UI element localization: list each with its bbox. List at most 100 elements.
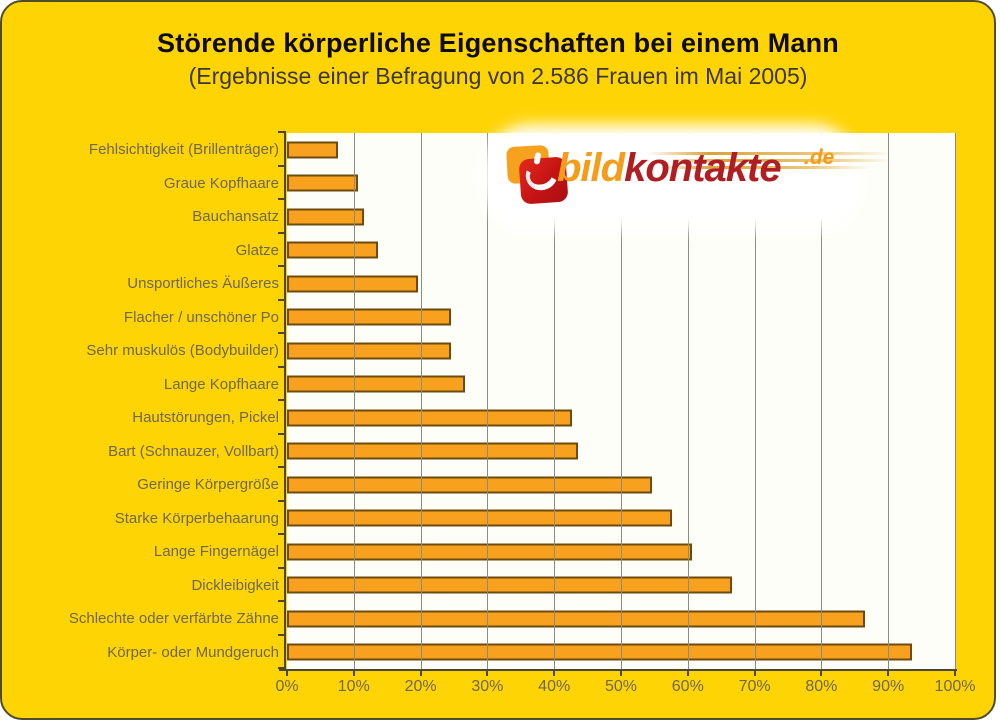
category-labels: Fehlsichtigkeit (Brillenträger) Graue Kop… xyxy=(8,133,279,669)
y-axis-line xyxy=(284,131,286,671)
y-axis-tick xyxy=(278,466,285,468)
bar-rows xyxy=(287,133,955,669)
gridline xyxy=(353,133,355,669)
bar-row xyxy=(287,435,955,469)
gridline xyxy=(487,133,489,669)
bar xyxy=(287,141,338,159)
bar-row xyxy=(287,334,955,368)
category-label: Graue Kopfhaare xyxy=(163,174,279,192)
bar xyxy=(287,476,652,494)
x-tick-label: 40% xyxy=(538,678,571,695)
x-axis-tick xyxy=(887,669,890,676)
gridline xyxy=(754,133,756,669)
logo-word-bild: bild xyxy=(557,146,625,190)
y-axis-tick xyxy=(278,566,285,569)
bar-row xyxy=(287,468,955,502)
gridline xyxy=(554,133,556,669)
category-label: Unsportliches Äußeres xyxy=(127,275,279,293)
x-tick-label: 80% xyxy=(805,678,838,695)
bar-row xyxy=(287,602,955,636)
category-label: Lange Kopfhaare xyxy=(163,375,279,393)
x-axis-tick xyxy=(686,669,689,676)
page-subtitle: (Ergebnisse einer Befragung von 2.586 Fr… xyxy=(188,63,808,89)
category-label: Bart (Schnauzer, Vollbart) xyxy=(108,442,279,460)
bar xyxy=(287,509,672,527)
x-tick-label: 90% xyxy=(872,678,905,695)
bar xyxy=(287,576,732,594)
y-axis-tick xyxy=(278,231,285,234)
y-axis-tick xyxy=(278,667,285,669)
y-axis-tick xyxy=(278,198,285,200)
category-label: Flacher / unschöner Po xyxy=(123,308,279,326)
gridline xyxy=(687,133,689,669)
bar-row xyxy=(287,167,955,201)
category-label: Schlechte oder verfärbte Zähne xyxy=(68,610,279,628)
smile-arc-icon xyxy=(521,155,563,196)
speed-line-icon xyxy=(657,166,872,169)
x-tick-label: 50% xyxy=(604,678,638,695)
category-label: Hautstörungen, Pickel xyxy=(132,409,279,427)
category-label: Sehr muskulös (Bodybuilder) xyxy=(86,342,279,360)
category-label: Starke Körperbehaarung xyxy=(114,509,279,527)
logo-word-kontakte: kontakte xyxy=(624,146,781,190)
x-axis-tick xyxy=(352,669,355,676)
gridline xyxy=(621,133,622,669)
y-axis-tick xyxy=(278,633,285,636)
category-label: Geringe Körpergröße xyxy=(137,476,279,494)
category-label: Fehlsichtigkeit (Brillenträger) xyxy=(88,141,279,159)
x-tick-label: 10% xyxy=(337,678,370,695)
bar xyxy=(287,241,378,259)
x-axis-tick xyxy=(820,669,823,676)
logo-wordmark: bildkontakte xyxy=(557,146,782,191)
y-axis-tick xyxy=(278,164,285,167)
x-axis-tick xyxy=(954,669,956,676)
bar xyxy=(287,208,365,226)
bar-row xyxy=(287,368,955,402)
page-title: Störende körperliche Eigenschaften bei e… xyxy=(157,28,839,58)
bar xyxy=(287,442,579,460)
logo: bildkontakte .de xyxy=(491,134,892,220)
speed-line-icon xyxy=(667,159,892,162)
bar xyxy=(287,342,452,360)
category-label: Bauchansatz xyxy=(192,208,279,226)
plot-area xyxy=(287,133,956,669)
x-axis-tick xyxy=(553,669,556,676)
y-axis-tick xyxy=(278,332,285,334)
bar xyxy=(287,174,358,192)
bar-row xyxy=(287,234,955,268)
x-tick-label: 60% xyxy=(671,678,704,695)
category-label: Körper- oder Mundgeruch xyxy=(107,643,279,661)
bar-row xyxy=(287,535,955,569)
x-axis-tick xyxy=(419,669,422,676)
category-label: Dickleibigkeit xyxy=(191,576,279,594)
category-label: Lange Fingernägel xyxy=(153,543,279,561)
bar xyxy=(287,308,452,326)
category-label: Glatze xyxy=(235,241,279,259)
bar-row xyxy=(287,636,955,670)
x-axis-line xyxy=(279,669,957,671)
bar-row xyxy=(287,200,955,234)
bar xyxy=(287,275,418,293)
x-tick-label: 0% xyxy=(275,678,299,695)
gridline xyxy=(821,133,823,669)
bar xyxy=(287,610,866,628)
bar xyxy=(287,643,913,661)
logo-tld: .de xyxy=(804,146,835,169)
gridline xyxy=(888,133,890,669)
bar-row xyxy=(287,502,955,536)
bar xyxy=(287,543,692,561)
y-axis-tick xyxy=(278,399,285,401)
y-axis-tick xyxy=(278,432,285,435)
gridline xyxy=(420,133,422,669)
x-tick-label: 30% xyxy=(471,678,504,695)
x-axis-tick xyxy=(753,669,756,676)
x-tick-label: 20% xyxy=(404,678,437,695)
y-axis-tick xyxy=(278,131,285,133)
y-axis-tick xyxy=(278,600,285,602)
x-axis-tick xyxy=(486,669,489,676)
bar xyxy=(287,409,572,427)
y-axis-tick xyxy=(278,265,285,267)
y-axis-tick xyxy=(278,365,285,368)
gridline xyxy=(955,133,956,669)
